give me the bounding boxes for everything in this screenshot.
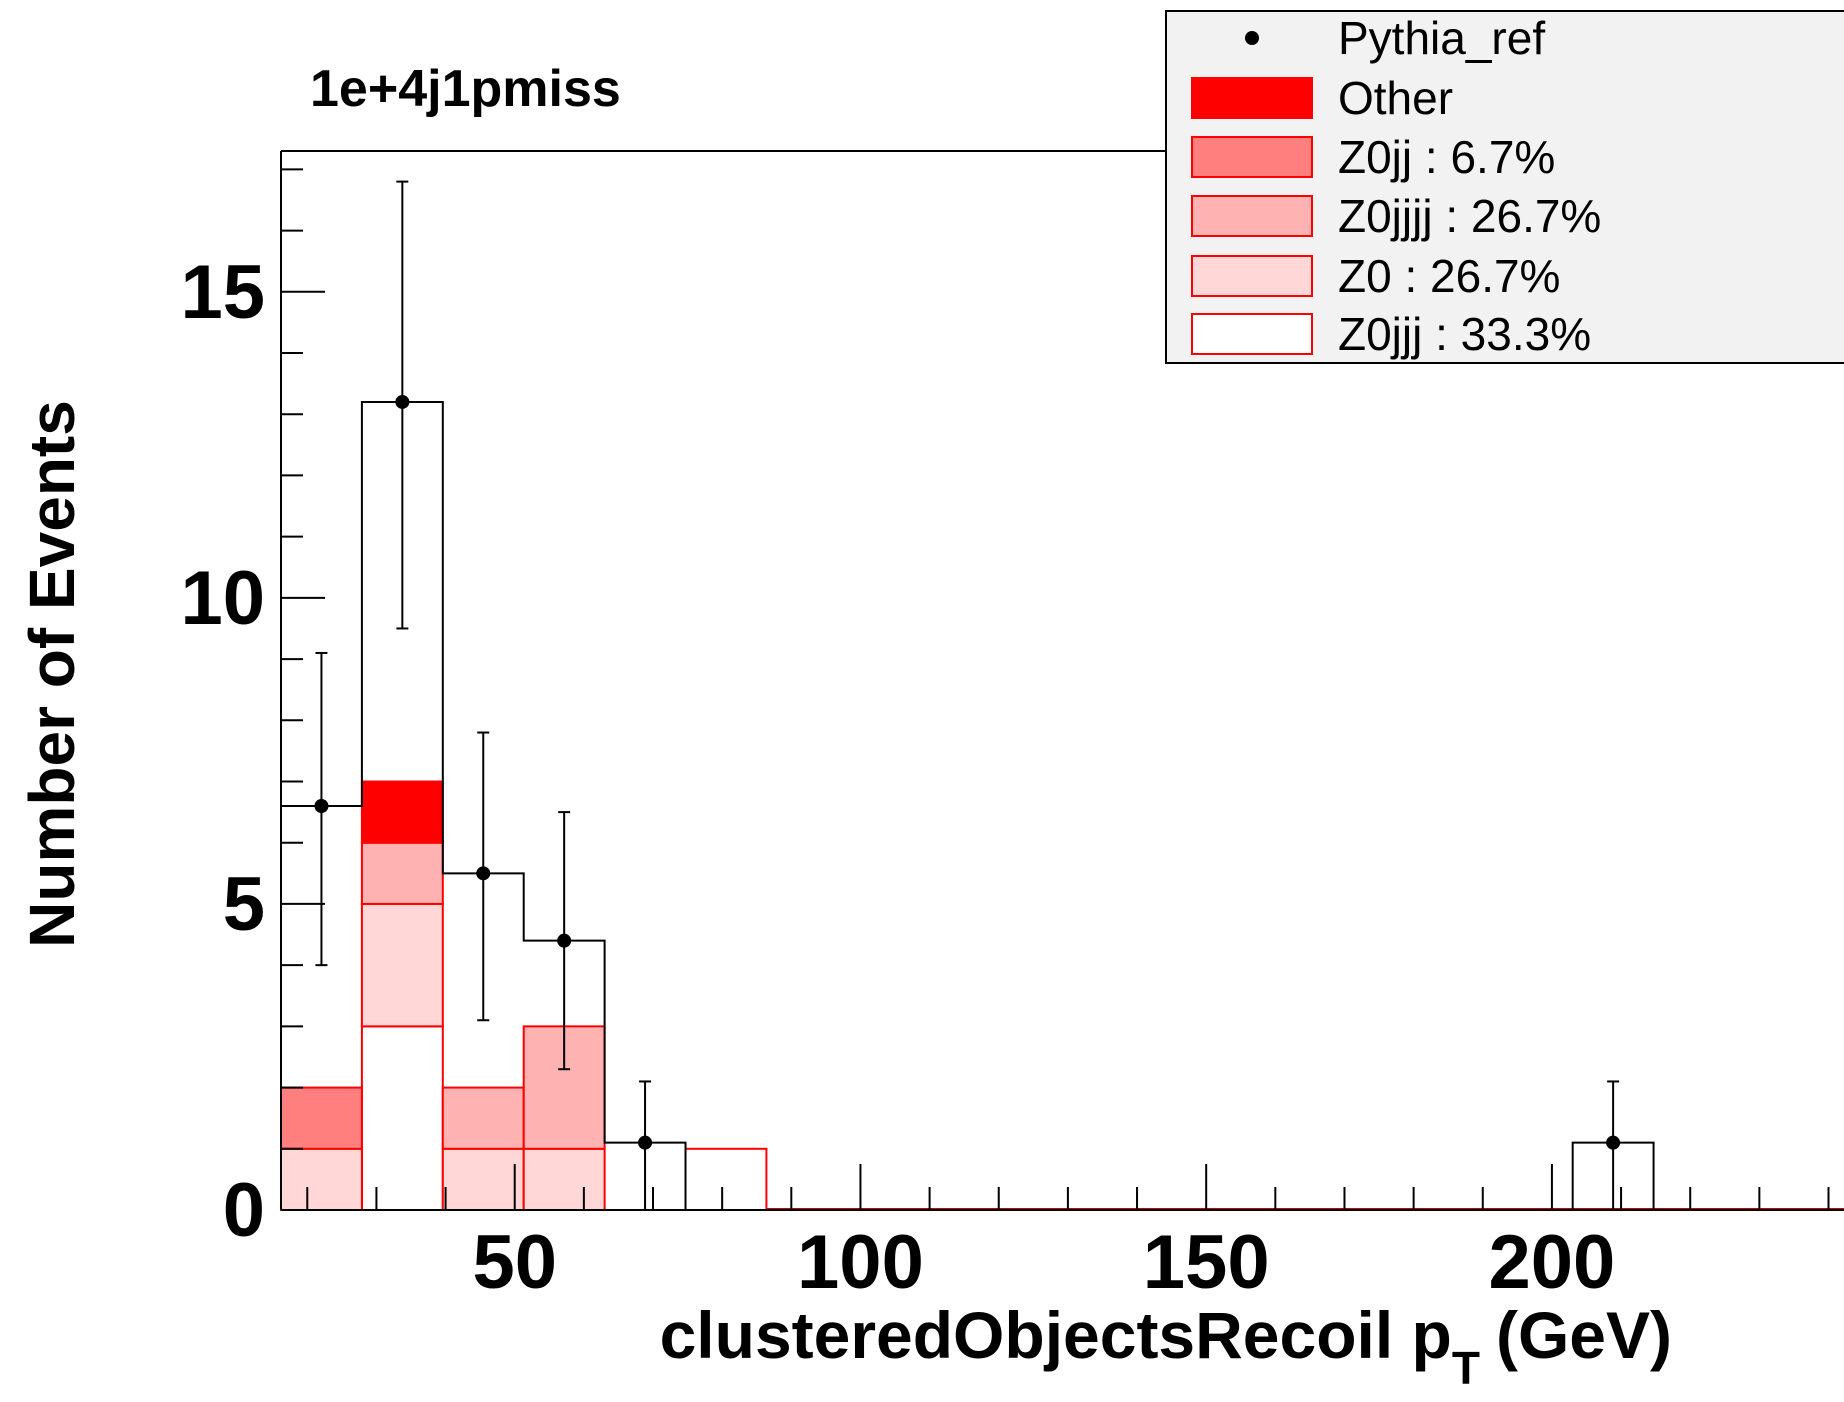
stacked-histogram: [280, 780, 1844, 1212]
ref-point-4: [638, 1135, 653, 1150]
legend-box: [1165, 10, 1844, 364]
stack-bar-1-bin-0: [280, 1147, 363, 1212]
legend-swatch-3: [1191, 195, 1313, 237]
y-tick-label-10: 10: [180, 556, 265, 641]
legend-label-1: Other: [1338, 72, 1453, 124]
stack-bar-1-bin-3: [522, 1147, 606, 1212]
x-tick-label-50: 50: [472, 1220, 557, 1305]
ref-point-5: [1606, 1135, 1621, 1150]
y-axis-label: Number of Events: [16, 400, 88, 948]
x-tick-label-150: 150: [1143, 1220, 1270, 1305]
legend-label-2: Z0jj : 6.7%: [1338, 131, 1555, 183]
legend-swatch-2: [1191, 136, 1313, 178]
stack-bar-0-bin-1: [360, 1025, 444, 1212]
x-tick-label-100: 100: [797, 1220, 924, 1305]
stack-bar-3-bin-0: [280, 1086, 363, 1150]
legend: Pythia_ref Other Z0jj : 6.7% Z0jjjj : 26.7%…: [1165, 10, 1844, 364]
y-tick-label-0: 0: [223, 1168, 265, 1253]
ref-point-2: [476, 866, 491, 881]
x-axis-label-subscript: T: [1452, 1342, 1480, 1394]
axes: 0 5 10 15 50 100 150 200: [180, 150, 1844, 1305]
ref-point-3: [557, 933, 572, 948]
reference-histogram: [280, 180, 1655, 1211]
x-tick-label-200: 200: [1489, 1220, 1616, 1305]
stack-bar-0-bin-5: [684, 1147, 768, 1212]
stack-bar-4-bin-1: [360, 780, 444, 844]
y-tick-label-5: 5: [223, 862, 265, 947]
legend-swatch-4: [1191, 255, 1313, 297]
chart-title: 1e+4j1pmiss: [310, 60, 621, 118]
legend-swatch-1: [1191, 77, 1313, 119]
x-axis-label: clusteredObjectsRecoil pT (GeV): [660, 1298, 1672, 1394]
ref-point-0: [314, 798, 329, 813]
legend-label-0: Pythia_ref: [1338, 12, 1545, 64]
stack-bar-1-bin-2: [441, 1147, 525, 1212]
stack-bar-2-bin-3: [522, 1025, 606, 1150]
legend-swatch-5: [1191, 313, 1313, 355]
legend-label-3: Z0jjjj : 26.7%: [1338, 190, 1601, 242]
stack-bar-2-bin-1: [360, 841, 444, 905]
x-axis-label-unit: (GeV): [1496, 1298, 1672, 1372]
y-tick-label-15: 15: [180, 250, 265, 335]
legend-marker-0: [1245, 31, 1259, 45]
stack-bar-2-bin-2: [441, 1086, 525, 1150]
legend-label-4: Z0 : 26.7%: [1338, 250, 1560, 302]
ref-point-1: [395, 394, 410, 409]
x-axis-label-main: clusteredObjectsRecoil p: [660, 1298, 1452, 1372]
legend-label-5: Z0jjj : 33.3%: [1338, 308, 1591, 360]
stack-bar-1-bin-1: [360, 902, 444, 1028]
